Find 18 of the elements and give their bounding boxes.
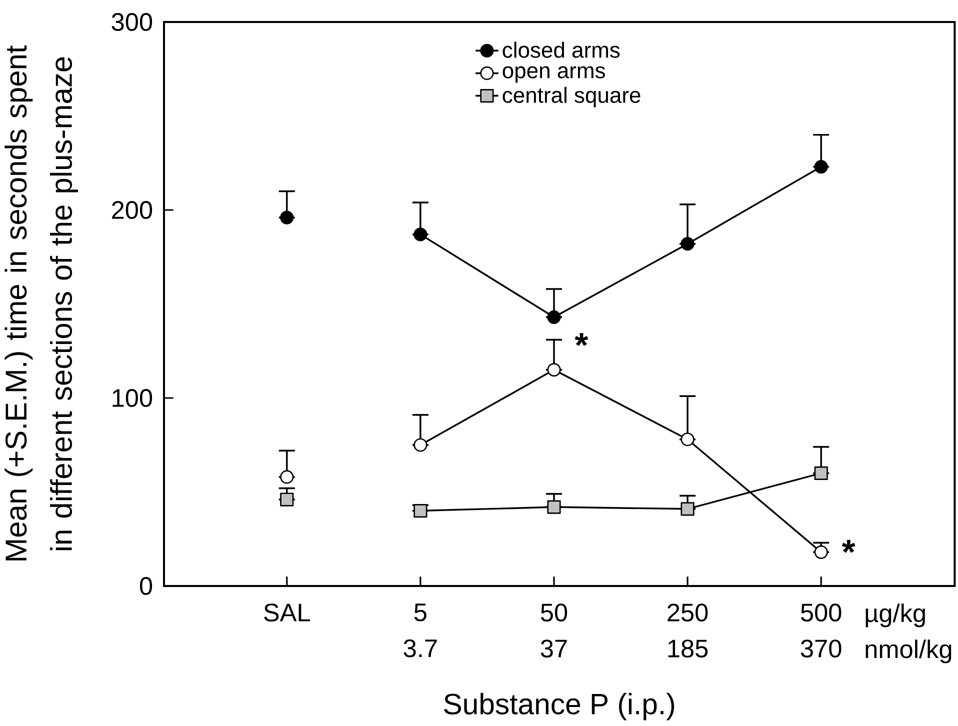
annotation: *	[574, 333, 588, 346]
y-axis-title: Mean (+S.E.M.) time in seconds spent in different sections of the plus-maze	[4, 45, 78, 560]
x-tick-label: 50 37	[540, 604, 568, 658]
x-axis-title: Substance P (i.p.)	[444, 692, 674, 720]
x-tick-label: 250 185	[668, 604, 708, 658]
y-tick-label: 100	[112, 389, 152, 407]
annotation: *	[842, 540, 856, 553]
legend-label: central square	[502, 86, 640, 108]
x-tick-label: 5 3.7	[404, 604, 437, 658]
y-tick-label: 0	[140, 577, 152, 595]
y-tick-label: 300	[112, 13, 152, 31]
legend-label: closed arms	[502, 42, 620, 58]
x-tick-label: SAL	[264, 604, 310, 622]
text: nmol/kg	[866, 640, 952, 664]
text: µg/kg	[866, 604, 925, 628]
x-tick-label: 500 370	[800, 604, 842, 658]
legend-label: open arms	[502, 66, 605, 83]
y-tick-label: 200	[112, 201, 152, 219]
